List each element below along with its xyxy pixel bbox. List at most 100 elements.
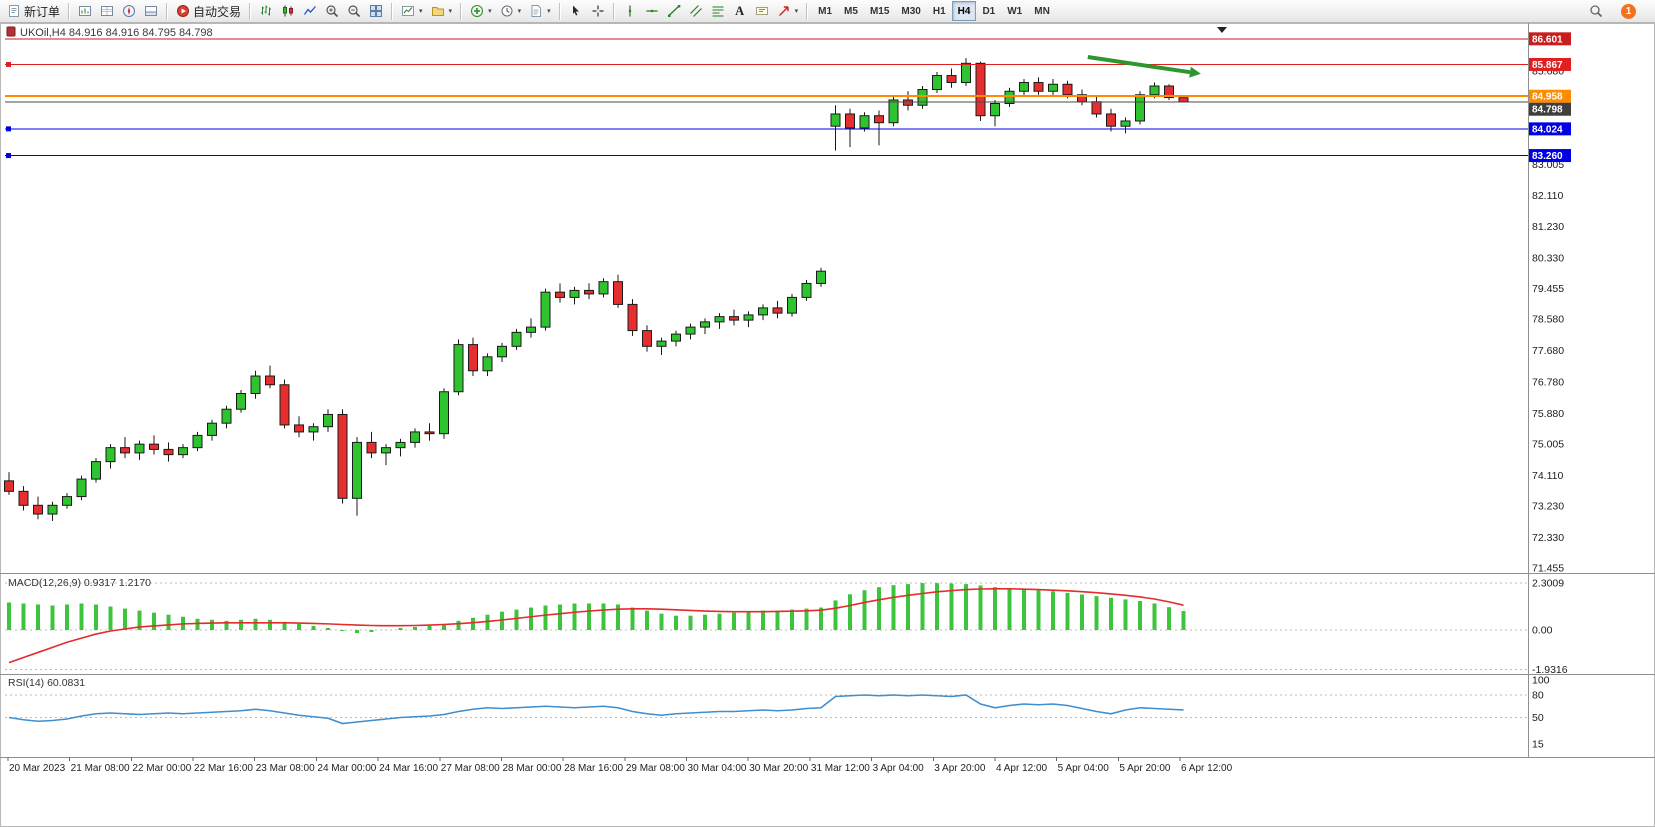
bear-candle — [903, 99, 913, 106]
price-level-tag-value: 84.958 — [1532, 92, 1563, 103]
bear-candle — [163, 448, 174, 456]
indicators-button[interactable]: ▾ — [466, 1, 496, 21]
price-axis-label: 75.880 — [1532, 408, 1564, 420]
crosshair-button[interactable] — [587, 1, 609, 21]
new-order-button[interactable]: 新订单 — [3, 1, 64, 21]
bull-candle — [830, 113, 841, 127]
cursor-button[interactable] — [565, 1, 587, 21]
new-chart-button[interactable]: ▾ — [397, 1, 427, 21]
line-chart-button[interactable] — [299, 1, 321, 21]
autotrading-icon — [177, 5, 190, 17]
candlestick-chart-button[interactable] — [277, 1, 299, 21]
text-tool-button[interactable]: A — [729, 1, 751, 21]
bull-candle — [178, 447, 188, 456]
timeframe-button-h1[interactable]: H1 — [927, 1, 952, 21]
bull-candle — [526, 326, 536, 333]
timeframe-button-m15[interactable]: M15 — [864, 1, 895, 21]
zoom-out-button[interactable] — [343, 1, 365, 21]
trendline-tool-button[interactable] — [663, 1, 685, 21]
channel-tool-button[interactable] — [685, 1, 707, 21]
bull-candle — [1019, 82, 1029, 92]
market-watch-button[interactable] — [74, 1, 96, 21]
periods-button[interactable]: ▾ — [496, 1, 526, 21]
rsi-axis-label: 50 — [1532, 712, 1544, 724]
toolbar-separator — [68, 2, 71, 20]
time-scale[interactable]: 20 Mar 2023 21 Mar 08:00 22 Mar 00:00 22 Ma… — [0, 757, 1655, 774]
toolbar-right-group: 1 — [1585, 1, 1652, 21]
line-selection-handle[interactable] — [6, 126, 11, 132]
fibonacci-icon — [712, 6, 724, 17]
bull-candle — [1048, 83, 1058, 92]
bull-candle — [888, 99, 899, 124]
price-axis-label: 71.455 — [1532, 563, 1564, 575]
timeframe-button-m5[interactable]: M5 — [838, 1, 864, 21]
bull-candle — [250, 375, 261, 394]
price-scale[interactable]: 85.68083.00582.11081.23080.33079.45578.5… — [1532, 66, 1564, 575]
bear-candle — [149, 443, 159, 450]
bull-candle — [439, 391, 449, 435]
price-axis-label: 73.230 — [1532, 501, 1564, 513]
templates-button[interactable]: ▾ — [525, 1, 555, 21]
navigator-button[interactable] — [118, 1, 140, 21]
fibonacci-tool-button[interactable] — [707, 1, 729, 21]
price-axis-label: 75.005 — [1532, 438, 1564, 450]
timeframe-button-d1[interactable]: D1 — [976, 1, 1001, 21]
bull-candle — [192, 434, 203, 449]
macd-label: MACD(12,26,9) 0.9317 1.2170 — [8, 577, 151, 589]
rsi-line — [8, 694, 1184, 725]
price-axis-label: 82.110 — [1532, 190, 1563, 202]
timeframe-button-m1[interactable]: M1 — [812, 1, 838, 21]
trendline-icon — [667, 5, 680, 17]
notification-button[interactable]: 1 — [1617, 1, 1640, 21]
bear-candle — [337, 413, 348, 499]
bar-chart-button[interactable] — [255, 1, 277, 21]
bull-candle — [1149, 85, 1160, 96]
bull-candle — [801, 282, 812, 298]
price-level-tag — [1529, 89, 1571, 103]
chart-shift-marker[interactable] — [1217, 27, 1227, 33]
bear-candle — [120, 447, 130, 454]
templates-icon — [531, 5, 542, 17]
bull-candle — [47, 504, 58, 515]
bear-candle — [1106, 113, 1116, 127]
time-axis-label: 28 Mar 00:00 — [502, 763, 561, 774]
bull-candle — [714, 316, 725, 323]
autotrading-button[interactable]: 自动交易 — [172, 1, 245, 21]
line-selection-handle[interactable] — [6, 153, 11, 159]
time-axis-label: 6 Apr 12:00 — [1181, 763, 1233, 774]
search-button[interactable] — [1585, 1, 1607, 21]
zoom-in-button[interactable] — [321, 1, 343, 21]
bull-candle — [656, 340, 667, 347]
price-tags: 86.601 85.867 84.958 84.798 84.024 83.260 — [1529, 32, 1571, 163]
timeframe-button-m30[interactable]: M30 — [895, 1, 926, 21]
trend-arrow-annotation[interactable] — [1087, 55, 1201, 78]
bull-candle — [787, 296, 797, 314]
macd-axis-label: 0.00 — [1532, 625, 1553, 637]
time-axis-label: 21 Mar 08:00 — [71, 763, 130, 774]
arrows-tool-button[interactable]: ▾ — [773, 1, 803, 21]
toolbar-separator — [391, 2, 394, 20]
arrows-tool-icon — [778, 6, 789, 16]
timeframe-button-h4[interactable]: H4 — [951, 1, 977, 21]
time-axis-label: 29 Mar 08:00 — [626, 763, 685, 774]
text-label-tool-button[interactable] — [751, 1, 773, 21]
timeframe-button-mn[interactable]: MN — [1028, 1, 1056, 21]
bull-candle — [700, 321, 710, 328]
toolbar-separator — [166, 2, 169, 20]
line-selection-handle[interactable] — [6, 61, 11, 67]
time-axis-label: 5 Apr 04:00 — [1058, 763, 1110, 774]
vertical-line-tool-button[interactable] — [619, 1, 641, 21]
bear-candle — [627, 303, 638, 332]
horizontal-line-tool-button[interactable] — [641, 1, 663, 21]
chart-canvas[interactable]: 85.68083.00582.11081.23080.33079.45578.5… — [0, 23, 1655, 827]
profiles-button[interactable]: ▾ — [427, 1, 457, 21]
timeframe-button-w1[interactable]: W1 — [1001, 1, 1028, 21]
bull-candle — [743, 314, 754, 321]
bear-candle — [424, 431, 435, 435]
tile-windows-button[interactable] — [365, 1, 387, 21]
candlestick-series — [4, 58, 1189, 522]
time-axis-label: 4 Apr 12:00 — [996, 763, 1048, 774]
bull-candle — [323, 413, 333, 428]
data-window-button[interactable] — [96, 1, 118, 21]
terminal-button[interactable] — [140, 1, 162, 21]
